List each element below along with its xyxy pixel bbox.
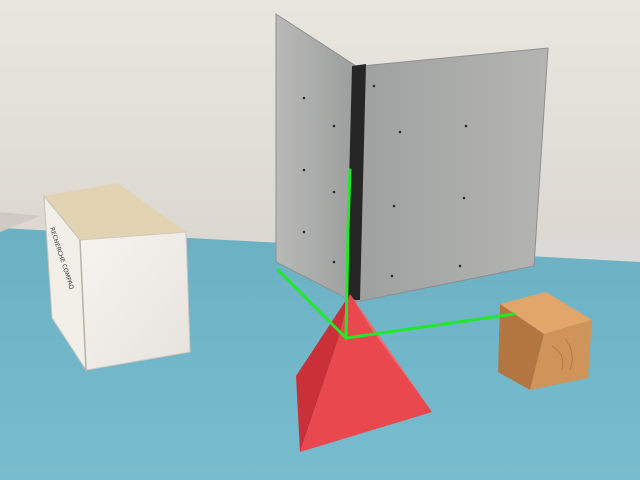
wooden-cube (498, 292, 592, 390)
calibration-dots-right (372, 84, 468, 278)
panel-hinge (346, 64, 366, 300)
hinged-metal-panel (275, 13, 549, 303)
right-panel-leaf (355, 47, 549, 303)
table-edge-shadow (0, 212, 40, 232)
white-cardboard-box: RECHERCHE COMPAQ (43, 183, 191, 372)
calibration-dots-left (302, 96, 336, 264)
axis-x (276, 268, 348, 340)
axis-y (344, 312, 516, 340)
red-pyramid (296, 294, 432, 452)
axis-z (344, 168, 352, 340)
green-coordinate-axes (276, 168, 516, 340)
